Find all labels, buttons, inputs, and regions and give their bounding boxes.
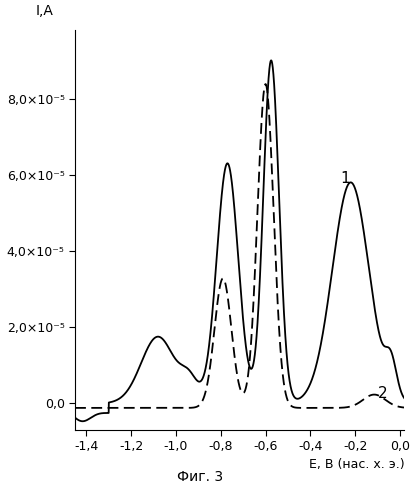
Text: 1: 1 bbox=[341, 171, 350, 186]
Text: 2: 2 bbox=[378, 386, 387, 402]
Text: E, В (нас. х. э.): E, В (нас. х. э.) bbox=[309, 458, 404, 471]
Text: I,A: I,A bbox=[35, 4, 53, 18]
Text: Фиг. 3: Фиг. 3 bbox=[177, 470, 224, 484]
